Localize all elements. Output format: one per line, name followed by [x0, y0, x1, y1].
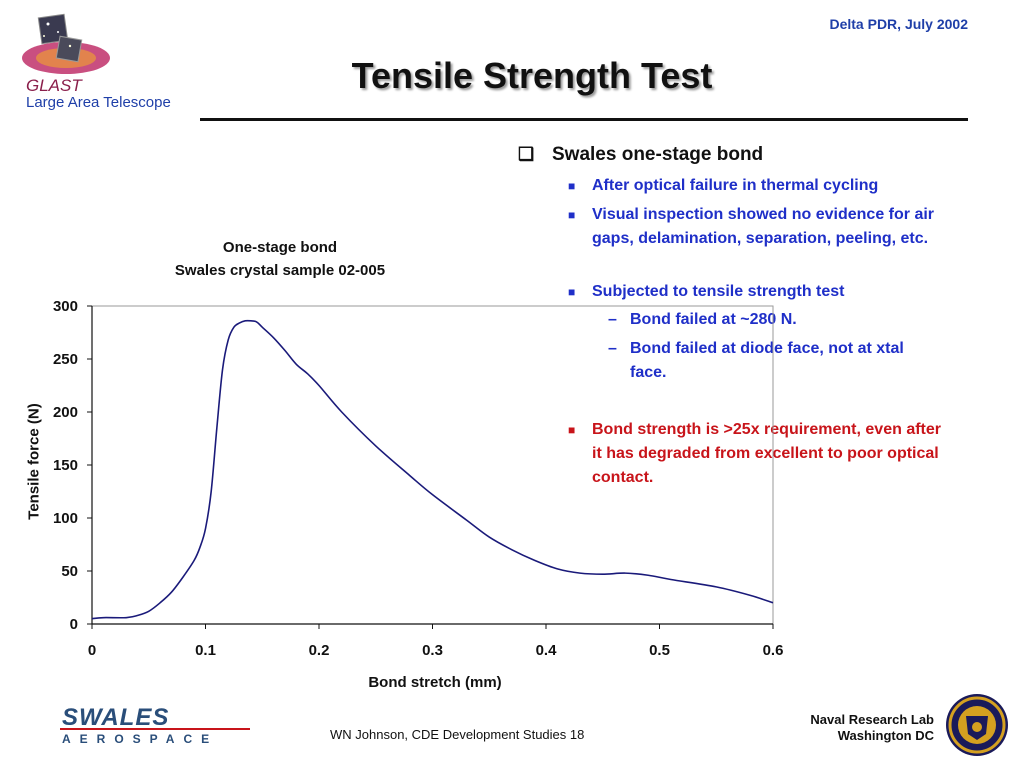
square-bullet-icon: ■: [568, 208, 576, 222]
y-tick-label: 300: [53, 298, 78, 315]
highlight-bullet-text: Bond strength is >25x requirement, even …: [592, 421, 941, 486]
y-tick-label: 50: [61, 563, 78, 580]
glast-logo: [22, 13, 110, 74]
x-axis-label: Bond stretch (mm): [368, 674, 502, 691]
company-subname: AEROSPACE: [62, 732, 218, 746]
plot-frame: [91, 305, 774, 625]
y-axis-label: Tensile force (N): [25, 403, 43, 520]
nrl-seal-icon: [946, 694, 1008, 756]
org-name: GLAST: [26, 76, 82, 95]
bullet-item: ■ Subjected to tensile strength test: [568, 280, 972, 304]
company-name: SWALES: [62, 704, 169, 731]
checkbox-bullet-icon: ❑: [518, 144, 535, 164]
sub-bullet-item: – Bond failed at ~280 N.: [608, 308, 970, 332]
header-date: Delta PDR, July 2002: [829, 16, 968, 32]
chart-tick-labels: 0 0.1 0.2 0.3 0.4 0.5 0.6 0 50 100 150 200 250 300: [53, 298, 783, 659]
chart-series: [91, 319, 774, 620]
x-tick-label: 0.5: [649, 642, 670, 659]
square-bullet-icon: ■: [568, 285, 576, 299]
x-tick-label: 0.6: [763, 642, 784, 659]
bullet-main: ❑ Swales one-stage bond: [518, 144, 763, 166]
series-line: [91, 319, 774, 620]
x-tick-label: 0.4: [536, 642, 558, 659]
org-subtitle: Large Area Telescope: [26, 94, 171, 111]
chart-title-line: One-stage bond: [222, 239, 338, 256]
lab-name-line1: Naval Research Lab: [810, 712, 934, 727]
bullet-item-text: Subjected to tensile strength test: [592, 283, 845, 300]
tensile-chart: 0 0.1 0.2 0.3 0.4 0.5 0.6 0 50 100 150 200 250 300: [53, 298, 783, 659]
y-tick-label: 150: [53, 457, 78, 474]
x-tick-label: 0: [88, 642, 96, 659]
square-bullet-icon: ■: [568, 423, 576, 437]
lab-name-line2: Washington DC: [837, 728, 934, 743]
bullet-item-text: Visual inspection showed no evidence for…: [592, 206, 935, 247]
highlight-bullet: ■ Bond strength is >25x requirement, even…: [568, 418, 942, 490]
x-tick-label: 0.3: [422, 642, 443, 659]
y-tick-label: 100: [53, 510, 78, 527]
dash-bullet-icon: –: [608, 340, 617, 357]
y-tick-label: 0: [70, 616, 78, 633]
sub-bullet-item: – Bond failed at diode face, not at xtal …: [608, 337, 940, 385]
swales-logo: SWALES AEROSPACE: [60, 704, 250, 746]
x-tick-label: 0.1: [195, 642, 216, 659]
chart-title: One-stage bond Swales crystal sample 02-…: [90, 236, 470, 282]
title-divider: [200, 118, 968, 121]
y-tick-label: 250: [53, 351, 78, 368]
x-tick-label: 0.2: [309, 642, 330, 659]
bullet-item: ■ After optical failure in thermal cyclin…: [568, 174, 972, 198]
sub-bullet-text: Bond failed at diode face, not at xtal f…: [630, 340, 904, 381]
lab-name: Naval Research Lab Washington DC: [810, 712, 934, 744]
y-tick-label: 200: [53, 404, 78, 421]
bullet-item-text: After optical failure in thermal cycling: [592, 177, 879, 194]
chart-subtitle-line: Swales crystal sample 02-005: [174, 262, 386, 279]
sub-bullet-text: Bond failed at ~280 N.: [630, 311, 797, 328]
slide-title: Tensile Strength Test: [351, 55, 713, 96]
footer-center-text: WN Johnson, CDE Development Studies 18: [330, 727, 585, 742]
square-bullet-icon: ■: [568, 179, 576, 193]
chart-axes: [91, 305, 774, 625]
bullet-item: ■ Visual inspection showed no evidence fo…: [568, 203, 964, 251]
bullet-main-text: Swales one-stage bond: [552, 144, 764, 165]
dash-bullet-icon: –: [608, 311, 617, 328]
